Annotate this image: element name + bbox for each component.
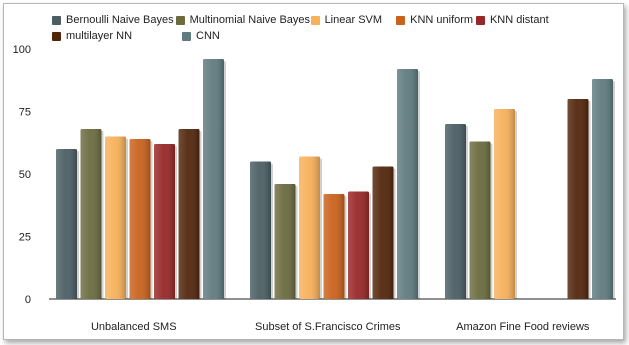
bar-shade	[494, 109, 515, 299]
bar-shade	[592, 79, 613, 299]
legend-item-knn-distant: KNN distant	[475, 14, 552, 26]
legend-item-cnn: CNN	[182, 30, 262, 42]
legend-item-knn-uniform: KNN uniform	[396, 14, 476, 26]
bar-chart: 0 25 50 75 100 Unbalanced SMS Subset of S.Fran…	[13, 44, 616, 333]
bar-shade	[445, 124, 466, 299]
legend-swatch	[475, 15, 485, 25]
legend-swatch	[182, 31, 191, 41]
bar-shade	[105, 136, 126, 299]
x-category-label: Unbalanced SMS	[91, 321, 177, 333]
legend-swatch	[52, 31, 61, 41]
legend: Bernoulli Naive Bayes Multinomial Naive …	[52, 12, 552, 44]
y-tick-label: 0	[25, 294, 31, 306]
legend-label: KNN distant	[489, 14, 549, 26]
bar-shade	[397, 69, 418, 299]
legend-item-bernoulli: Bernoulli Naive Bayes	[52, 14, 176, 26]
legend-label: Bernoulli Naive Bayes	[66, 14, 174, 26]
legend-label: Multinomial Naive Bayes	[189, 14, 311, 26]
legend-item-linear-svm: Linear SVM	[310, 14, 397, 26]
legend-swatch	[175, 15, 185, 25]
bar-shade	[274, 184, 296, 299]
bar-shade	[348, 191, 369, 299]
legend-swatch	[396, 15, 406, 25]
y-tick-label: 25	[19, 232, 31, 244]
y-tick-label: 75	[19, 107, 31, 119]
bar-shade	[372, 166, 394, 299]
chart-frame: 0 25 50 75 100 Unbalanced SMS Subset of S.Fran…	[3, 3, 624, 340]
legend-label: KNN uniform	[410, 14, 474, 26]
bar-shade	[203, 59, 224, 299]
legend-swatch	[310, 15, 320, 25]
legend-label: CNN	[196, 30, 220, 42]
legend-swatch	[52, 15, 61, 25]
legend-label: Linear SVM	[324, 14, 383, 26]
y-tick-label: 50	[19, 169, 31, 181]
x-category-label: Subset of S.Francisco Crimes	[255, 321, 401, 333]
bar-shade	[250, 161, 271, 299]
legend-label: multilayer NN	[66, 30, 133, 42]
bar-shade	[178, 129, 200, 299]
bar-shade	[154, 144, 175, 299]
bar-shade	[567, 99, 589, 299]
legend-row-1: Bernoulli Naive Bayes Multinomial Naive …	[52, 12, 552, 28]
legend-row-2: multilayer NN CNN	[52, 28, 552, 44]
legend-item-multinomial: Multinomial Naive Bayes	[175, 14, 311, 26]
bar-shade	[323, 194, 345, 299]
legend-item-multilayer-nn: multilayer NN	[52, 30, 182, 42]
bar-shade	[129, 139, 151, 299]
bar-shade	[469, 141, 491, 299]
bar-shade	[299, 156, 320, 299]
bar-shade	[80, 129, 102, 299]
x-category-label: Amazon Fine Food reviews	[456, 321, 590, 333]
y-tick-label: 100	[13, 44, 31, 56]
bar-shade	[56, 149, 77, 299]
